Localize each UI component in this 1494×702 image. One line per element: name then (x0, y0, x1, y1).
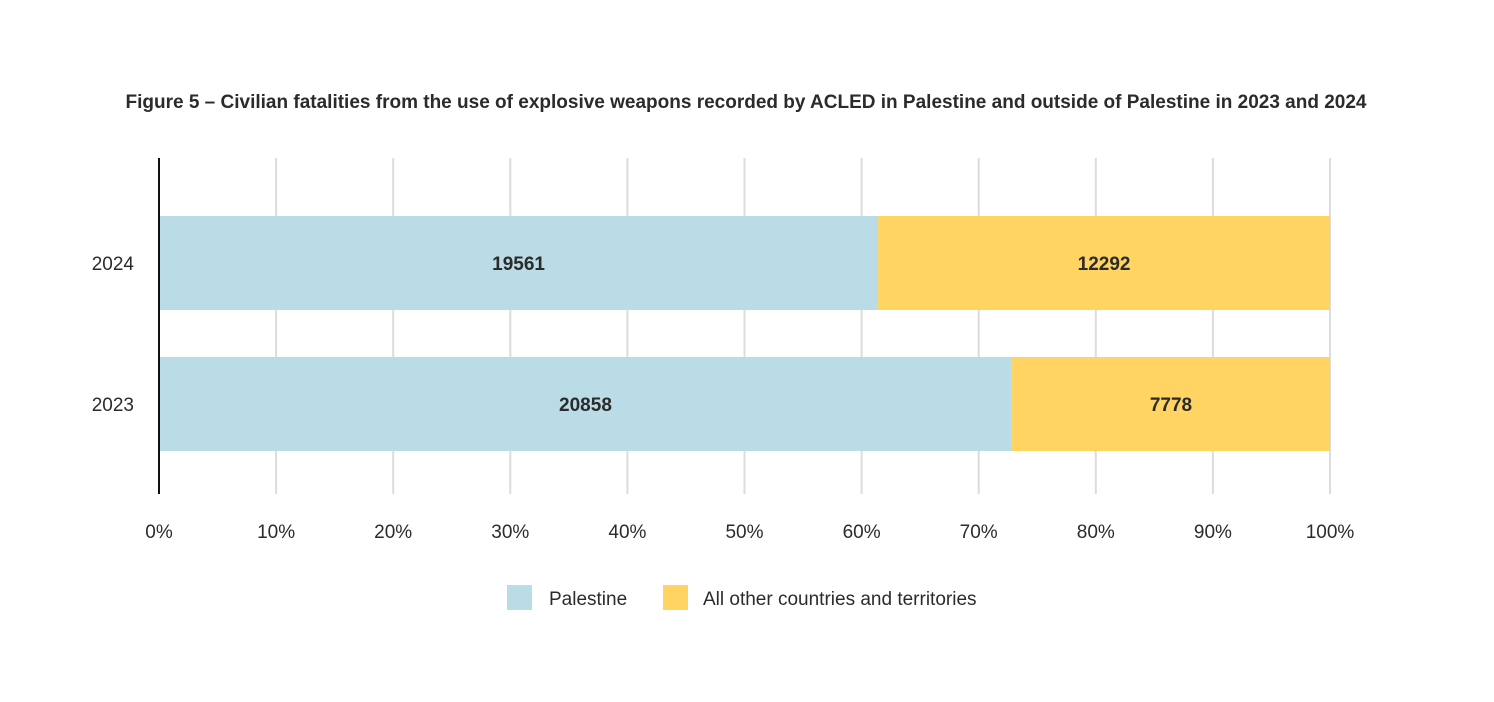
x-tick-label: 50% (725, 522, 763, 543)
legend: Palestine All other countries and territo… (507, 585, 977, 610)
bar-segment (159, 357, 1012, 451)
legend-label: Palestine (549, 589, 627, 610)
data-label: 7778 (1150, 395, 1192, 416)
bars: 19561 12292 20858 7778 (159, 216, 1330, 451)
x-tick-label: 0% (145, 522, 173, 543)
axes: 0% 10% 20% 30% 40% 50% 60% 70% 80% 90% 100% 2024 202… (92, 158, 1355, 543)
x-tick-label: 70% (960, 522, 998, 543)
bar-segment (159, 216, 879, 310)
x-tick-label: 20% (374, 522, 412, 543)
legend-swatch (507, 585, 532, 610)
legend-label: All other countries and territories (703, 589, 977, 610)
bar-segment (878, 216, 1330, 310)
y-category-label: 2024 (92, 254, 135, 275)
x-tick-label: 90% (1194, 522, 1232, 543)
x-tick-label: 10% (257, 522, 295, 543)
legend-swatch (663, 585, 688, 610)
data-label: 19561 (492, 254, 545, 275)
x-tick-label: 40% (608, 522, 646, 543)
y-category-label: 2023 (92, 395, 134, 416)
x-tick-label: 30% (491, 522, 529, 543)
bar-segment (1011, 357, 1330, 451)
data-label: 12292 (1078, 254, 1131, 275)
x-tick-label: 60% (843, 522, 881, 543)
data-label: 20858 (559, 395, 612, 416)
chart-title: Figure 5 – Civilian fatalities from the … (126, 92, 1367, 113)
x-tick-label: 80% (1077, 522, 1115, 543)
x-tick-label: 100% (1306, 522, 1355, 543)
